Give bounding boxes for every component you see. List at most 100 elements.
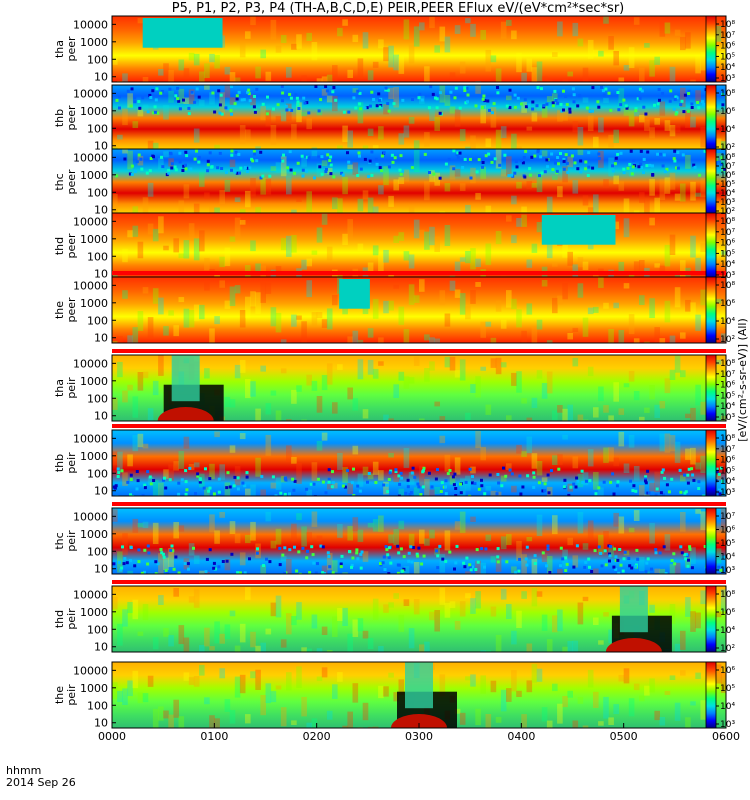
texture-cell: [490, 680, 497, 693]
noise-cell: [528, 173, 532, 177]
noise-cell: [615, 484, 619, 488]
panel-label: thdpeir: [53, 608, 78, 630]
noise-cell: [129, 104, 133, 108]
texture-cell: [567, 641, 573, 652]
texture-cell: [357, 58, 364, 79]
texture-cell: [326, 95, 333, 103]
noise-cell: [717, 565, 721, 569]
y-tick-label: 10: [94, 332, 108, 345]
texture-cell: [465, 204, 471, 215]
texture-cell: [301, 647, 307, 652]
noise-cell: [562, 89, 565, 93]
texture-cell: [306, 648, 312, 652]
noise-cell: [123, 557, 127, 561]
texture-cell: [275, 595, 282, 618]
texture-cell: [367, 726, 374, 728]
noise-cell: [237, 90, 241, 94]
texture-cell: [321, 375, 328, 391]
noise-cell: [613, 547, 617, 551]
noise-cell: [216, 166, 220, 170]
texture-cell: [511, 133, 517, 150]
texture-cell: [209, 328, 215, 343]
texture-cell: [367, 262, 374, 274]
texture-cell: [122, 390, 128, 403]
colorbar-tick-label: 10³: [720, 74, 735, 84]
noise-cell: [321, 571, 325, 574]
noise-cell: [284, 104, 288, 108]
spectrogram-body: [112, 85, 726, 151]
texture-cell: [685, 299, 691, 312]
noise-cell: [281, 99, 284, 103]
texture-cell: [685, 111, 691, 128]
texture-cell: [127, 680, 133, 697]
noise-cell: [645, 164, 649, 168]
noise-cell: [608, 552, 611, 556]
texture-cell: [204, 697, 210, 705]
texture-cell: [178, 625, 185, 645]
noise-cell: [149, 157, 153, 160]
noise-cell: [466, 100, 469, 104]
noise-cell: [327, 555, 331, 558]
texture-cell: [224, 66, 231, 75]
noise-cell: [153, 105, 157, 109]
texture-cell: [403, 329, 410, 343]
noise-cell: [152, 111, 155, 115]
texture-cell: [127, 570, 133, 574]
noise-cell: [141, 494, 145, 496]
noise-cell: [330, 485, 334, 489]
noise-cell: [339, 562, 343, 566]
texture-cell: [245, 296, 251, 319]
noise-cell: [632, 159, 636, 162]
noise-cell: [411, 546, 415, 549]
colorbar-tick-label: 10⁸: [720, 20, 735, 30]
texture-cell: [557, 186, 563, 198]
noise-cell: [394, 470, 398, 473]
texture-cell: [521, 101, 527, 113]
texture-cell: [593, 617, 599, 625]
noise-cell: [184, 492, 188, 496]
texture-cell: [112, 397, 118, 410]
texture-cell: [173, 699, 179, 718]
texture-cell: [158, 69, 164, 76]
texture-cell: [521, 398, 527, 404]
noise-cell: [551, 104, 555, 108]
noise-cell: [523, 175, 527, 179]
noise-cell: [476, 560, 480, 564]
texture-cell: [577, 414, 584, 421]
texture-cell: [623, 108, 630, 116]
texture-cell: [301, 321, 307, 343]
texture-cell: [132, 121, 139, 128]
texture-cell: [633, 261, 640, 277]
noise-cell: [664, 572, 668, 574]
noise-cell: [176, 97, 180, 101]
noise-cell: [358, 91, 362, 95]
noise-cell: [440, 481, 444, 485]
noise-cell: [382, 483, 386, 487]
noise-cell: [673, 149, 677, 153]
noise-cell: [293, 171, 296, 175]
panel-label-species: peer: [65, 105, 78, 131]
noise-cell: [218, 111, 222, 115]
noise-cell: [170, 544, 174, 548]
noise-cell: [471, 475, 474, 479]
noise-cell: [572, 93, 576, 97]
noise-cell: [360, 550, 364, 554]
texture-cell: [546, 340, 553, 343]
texture-cell: [572, 327, 579, 332]
noise-cell: [230, 168, 233, 172]
texture-cell: [511, 630, 517, 645]
texture-cell: [117, 361, 123, 378]
texture-cell: [183, 184, 190, 199]
noise-cell: [374, 481, 378, 484]
texture-cell: [127, 150, 133, 170]
noise-cell: [300, 154, 304, 158]
noise-cell: [656, 152, 660, 156]
texture-cell: [168, 310, 174, 316]
noise-cell: [359, 566, 363, 570]
noise-cell: [690, 467, 694, 471]
noise-cell: [575, 544, 579, 548]
texture-cell: [142, 287, 149, 294]
texture-cell: [163, 628, 169, 637]
